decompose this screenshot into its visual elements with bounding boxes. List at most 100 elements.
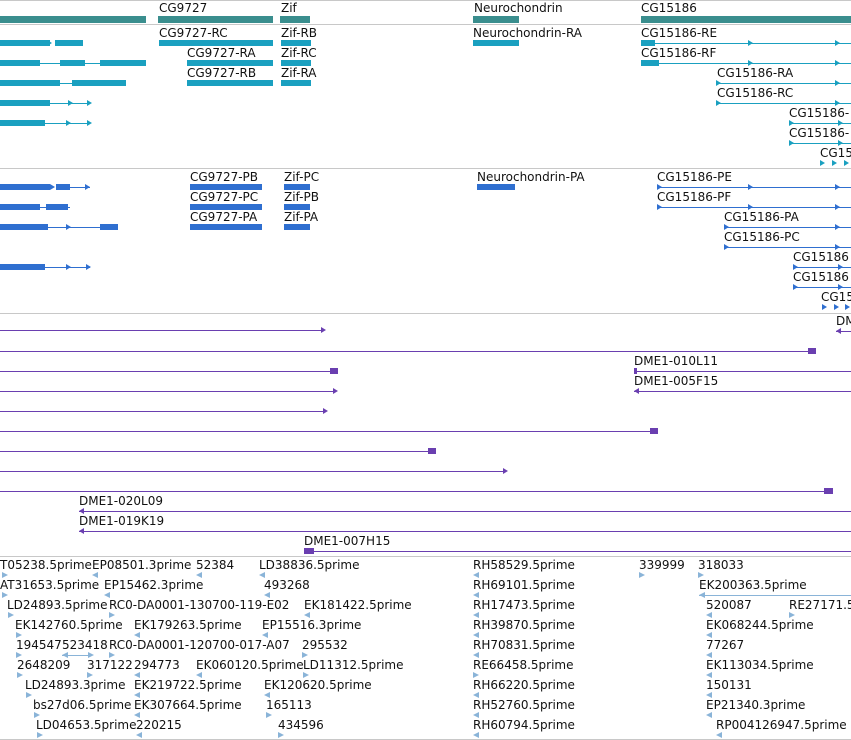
est-feature[interactable] [706, 692, 712, 698]
est-label[interactable]: 77267 [706, 638, 745, 652]
est-feature[interactable] [37, 732, 43, 738]
est-feature[interactable] [196, 672, 202, 678]
gene-feature[interactable] [158, 16, 273, 23]
gene-label[interactable]: Zif [281, 1, 297, 15]
clone-feature[interactable] [0, 431, 652, 432]
clone-label[interactable]: DME1-007H15 [304, 534, 391, 548]
est-label[interactable]: RE66458.5prime [473, 658, 574, 672]
clone-feature[interactable] [0, 471, 504, 472]
gene-feature[interactable] [280, 16, 310, 23]
protein-feature[interactable] [0, 204, 40, 210]
transcript-feature[interactable] [641, 60, 659, 66]
est-label[interactable]: LD04653.5prime [36, 718, 137, 732]
protein-label[interactable]: CG15 [821, 290, 851, 304]
est-feature[interactable] [266, 712, 272, 718]
est-feature[interactable] [473, 572, 479, 578]
clone-feature[interactable] [304, 551, 851, 552]
est-feature[interactable] [8, 612, 14, 618]
est-label[interactable]: RH17473.5prime [473, 598, 575, 612]
gene-label[interactable]: CG9727 [159, 1, 208, 15]
est-label[interactable]: 339999 [639, 558, 685, 572]
est-label[interactable]: EP15516.3prime [262, 618, 362, 632]
est-label[interactable]: EK219722.5prime [134, 678, 242, 692]
clone-feature[interactable] [634, 371, 851, 372]
est-feature[interactable] [17, 672, 23, 678]
est-label[interactable]: 318033 [698, 558, 744, 572]
transcript-label[interactable]: CG9727-RA [187, 46, 256, 60]
est-label[interactable]: LD11312.5prime [303, 658, 404, 672]
est-feature[interactable] [473, 632, 479, 638]
protein-label[interactable]: CG9727-PB [190, 170, 259, 184]
protein-feature[interactable] [56, 184, 70, 190]
est-feature[interactable] [706, 672, 712, 678]
protein-feature[interactable] [284, 224, 310, 230]
est-label[interactable]: LD38836.5prime [259, 558, 360, 572]
protein-label[interactable]: CG15186-PC [724, 230, 800, 244]
gene-label[interactable]: Neurochondrin [474, 1, 563, 15]
gene-feature[interactable] [0, 16, 146, 23]
transcript-feature[interactable] [100, 60, 146, 66]
est-label[interactable]: RH52760.5prime [473, 698, 575, 712]
protein-label[interactable]: CG15186 [793, 270, 849, 284]
est-label[interactable]: RH66220.5prime [473, 678, 575, 692]
est-label[interactable]: 2648209 [17, 658, 71, 672]
clone-feature[interactable] [0, 351, 808, 352]
protein-label[interactable]: CG15186-PE [657, 170, 732, 184]
protein-feature[interactable] [46, 204, 68, 210]
protein-feature[interactable] [477, 184, 515, 190]
est-feature[interactable] [473, 712, 479, 718]
est-label[interactable]: 317122 [87, 658, 133, 672]
transcript-feature[interactable] [0, 100, 50, 106]
est-label[interactable]: 165113 [266, 698, 312, 712]
transcript-label[interactable]: CG9727-RC [159, 26, 228, 40]
gene-label[interactable]: CG15186 [641, 1, 697, 15]
transcript-label[interactable]: CG15186-RC [717, 86, 794, 100]
protein-label[interactable]: CG15186-PA [724, 210, 799, 224]
est-label[interactable]: EK142760.5prime [15, 618, 123, 632]
est-feature[interactable] [134, 632, 140, 638]
protein-feature[interactable] [100, 224, 118, 230]
clone-label[interactable]: DME1-020L09 [79, 494, 163, 508]
est-label[interactable]: 294773 [134, 658, 180, 672]
est-feature[interactable] [262, 632, 268, 638]
est-feature[interactable] [2, 572, 8, 578]
protein-feature[interactable] [190, 204, 262, 210]
protein-label[interactable]: Zif-PA [284, 210, 319, 224]
est-feature[interactable] [26, 692, 32, 698]
est-feature[interactable] [134, 712, 140, 718]
est-feature[interactable] [34, 712, 40, 718]
protein-label[interactable]: Zif-PC [284, 170, 320, 184]
est-label[interactable]: AT31653.5prime [0, 578, 100, 592]
est-feature[interactable] [473, 652, 479, 658]
transcript-label[interactable]: CG15186-RA [717, 66, 794, 80]
protein-feature[interactable] [0, 264, 45, 270]
protein-label[interactable]: Neurochondrin-PA [477, 170, 585, 184]
transcript-label[interactable]: CG15186-RE [641, 26, 718, 40]
est-label[interactable]: bs27d06.5prime [33, 698, 132, 712]
est-feature[interactable] [134, 672, 140, 678]
transcript-feature[interactable] [641, 40, 655, 46]
transcript-feature[interactable] [0, 40, 50, 46]
est-feature[interactable] [264, 592, 270, 598]
est-label[interactable]: EP08501.3prime [92, 558, 192, 572]
est-label[interactable]: EK068244.5prime [706, 618, 814, 632]
clone-feature[interactable] [79, 511, 851, 512]
est-label[interactable]: RH69101.5prime [473, 578, 575, 592]
est-feature[interactable] [698, 572, 704, 578]
est-label[interactable]: RP004126947.5prime [716, 718, 847, 732]
transcript-feature[interactable] [187, 60, 273, 66]
est-label[interactable]: 150131 [706, 678, 752, 692]
est-label[interactable]: EP21340.3prime [706, 698, 806, 712]
est-label[interactable]: 295532 [302, 638, 348, 652]
est-label[interactable]: EK307664.5prime [134, 698, 242, 712]
transcript-label[interactable]: CG15 [820, 146, 851, 160]
transcript-label[interactable]: Zif-RC [281, 46, 317, 60]
transcript-label[interactable]: Zif-RA [281, 66, 317, 80]
est-feature[interactable] [2, 592, 8, 598]
transcript-feature[interactable] [0, 120, 45, 126]
est-label[interactable]: EK113034.5prime [706, 658, 814, 672]
clone-feature[interactable] [836, 331, 851, 332]
est-label[interactable]: RE27171.5 [789, 598, 851, 612]
protein-feature[interactable] [190, 184, 262, 190]
clone-feature[interactable] [79, 531, 851, 532]
